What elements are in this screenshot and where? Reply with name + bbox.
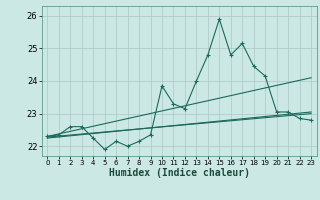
X-axis label: Humidex (Indice chaleur): Humidex (Indice chaleur) bbox=[109, 168, 250, 178]
